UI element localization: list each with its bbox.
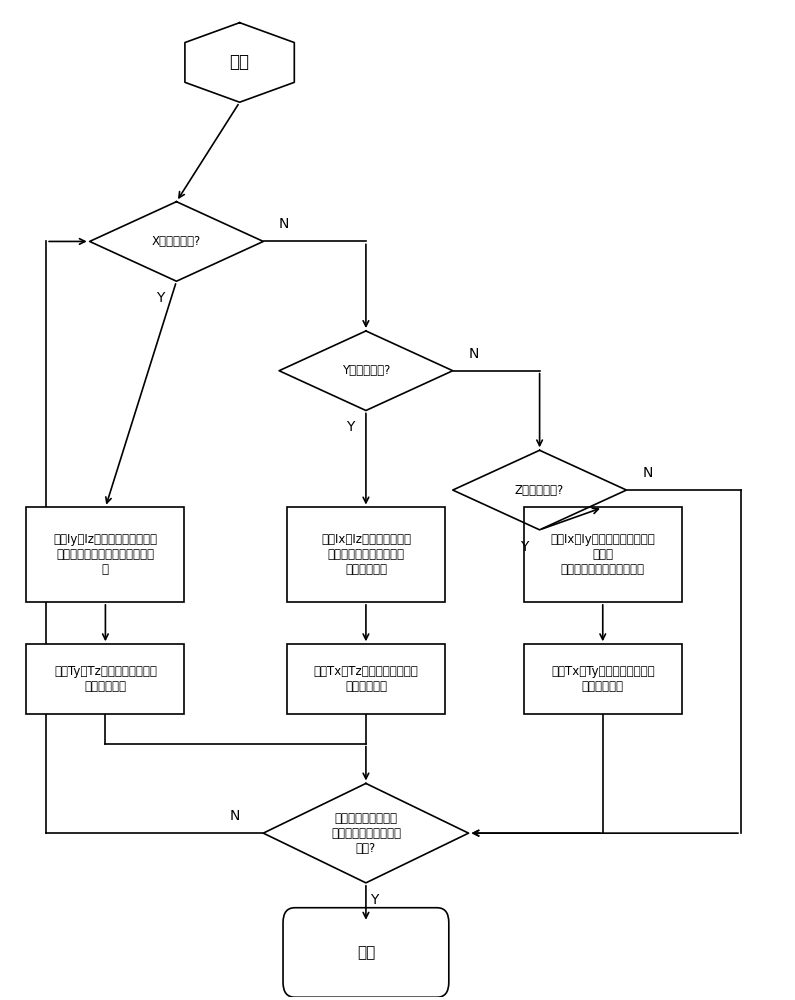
Text: N: N [229,809,239,823]
Polygon shape [90,202,263,281]
Polygon shape [453,450,626,530]
Text: 结束: 结束 [357,945,375,960]
Text: 根据Iy、Iz大小关系和滚动姿态
角速度确定俯仰和偏航角速度偏
置: 根据Iy、Iz大小关系和滚动姿态 角速度确定俯仰和偏航角速度偏 置 [53,533,157,576]
Text: Y: Y [157,291,165,305]
Text: X轴控制失效?: X轴控制失效? [152,235,201,248]
Text: N: N [468,347,479,361]
Text: 开始: 开始 [230,53,250,71]
Polygon shape [263,783,468,883]
Text: Y: Y [370,893,378,907]
FancyBboxPatch shape [524,507,681,602]
FancyBboxPatch shape [283,908,449,997]
Text: Y: Y [346,420,355,434]
Text: 确定Tx和Ty，对滚动和俯仰角
速度进行控制: 确定Tx和Ty，对滚动和俯仰角 速度进行控制 [551,665,654,693]
Text: Y: Y [520,540,528,554]
Text: 三轴角速度偏差是否
均小于角速度偏差期望
幅值?: 三轴角速度偏差是否 均小于角速度偏差期望 幅值? [331,812,401,855]
Text: N: N [279,218,289,232]
FancyBboxPatch shape [26,644,184,714]
Text: Z轴控制失效?: Z轴控制失效? [515,484,564,497]
FancyBboxPatch shape [26,507,184,602]
Text: 确定Ty和Tz，对俯仰和偏航角
速度进行控制: 确定Ty和Tz，对俯仰和偏航角 速度进行控制 [54,665,157,693]
FancyBboxPatch shape [287,507,445,602]
FancyBboxPatch shape [524,644,681,714]
Polygon shape [279,331,453,410]
Text: N: N [642,466,653,480]
FancyBboxPatch shape [287,644,445,714]
Text: 根据Ix、Iz大小关系和俯仰
姿态角速度确定滚动、偏
航角速度偏置: 根据Ix、Iz大小关系和俯仰 姿态角速度确定滚动、偏 航角速度偏置 [321,533,411,576]
Text: 根据Ix、Iy大小关系和偏航姿态
角速度
确定滚动、俯仰角速度偏置: 根据Ix、Iy大小关系和偏航姿态 角速度 确定滚动、俯仰角速度偏置 [550,533,655,576]
Text: 确定Tx和Tz，对滚动和偏航角
速度进行控制: 确定Tx和Tz，对滚动和偏航角 速度进行控制 [313,665,418,693]
Polygon shape [185,23,294,102]
Text: Y轴控制失效?: Y轴控制失效? [342,364,390,377]
